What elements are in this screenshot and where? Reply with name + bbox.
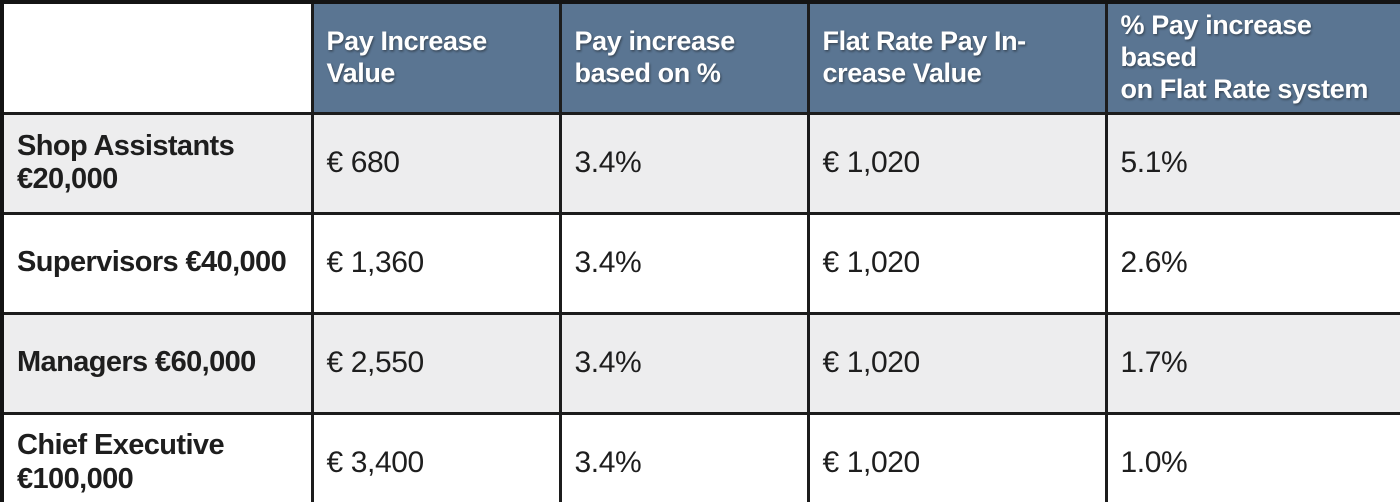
cell-pay-increase-value: € 3,400	[310, 411, 562, 502]
cell-pay-increase-percent: 3.4%	[558, 311, 810, 415]
table-row-managers: Managers €60,000 € 2,550 3.4% € 1,020 1.…	[0, 311, 1400, 415]
table-row-supervisors: Supervisors €40,000 € 1,360 3.4% € 1,020…	[0, 211, 1400, 315]
cell-pay-increase-value: € 1,360	[310, 211, 562, 315]
cell-pay-increase-percent: 3.4%	[558, 411, 810, 502]
cell-flat-rate-percent: 1.0%	[1104, 411, 1400, 502]
row-header-cell: Shop Assistants €20,000	[0, 111, 314, 215]
cell-flat-rate-value: € 1,020	[806, 211, 1108, 315]
col-header-flat-rate-value: Flat Rate Pay In- crease Value	[806, 0, 1108, 115]
cell-pay-increase-percent: 3.4%	[558, 211, 810, 315]
cell-pay-increase-percent: 3.4%	[558, 111, 810, 215]
cell-flat-rate-value: € 1,020	[806, 411, 1108, 502]
cell-flat-rate-value: € 1,020	[806, 311, 1108, 415]
col-header-pay-increase-percent: Pay increase based on %	[558, 0, 810, 115]
table-row-chief-executive: Chief Executive €100,000 € 3,400 3.4% € …	[0, 411, 1400, 502]
row-header-cell: Supervisors €40,000	[0, 211, 314, 315]
row-header-cell: Managers €60,000	[0, 311, 314, 415]
col-header-flat-rate-percent: % Pay increase based on Flat Rate system	[1104, 0, 1400, 115]
cell-flat-rate-percent: 5.1%	[1104, 111, 1400, 215]
header-row: Pay Increase Value Pay increase based on…	[0, 0, 1400, 115]
cell-pay-increase-value: € 2,550	[310, 311, 562, 415]
cell-flat-rate-percent: 2.6%	[1104, 211, 1400, 315]
table-row-shop-assistants: Shop Assistants €20,000 € 680 3.4% € 1,0…	[0, 111, 1400, 215]
row-header-cell: Chief Executive €100,000	[0, 411, 314, 502]
corner-cell	[0, 0, 314, 115]
cell-flat-rate-percent: 1.7%	[1104, 311, 1400, 415]
col-header-pay-increase-value: Pay Increase Value	[310, 0, 562, 115]
cell-pay-increase-value: € 680	[310, 111, 562, 215]
cell-flat-rate-value: € 1,020	[806, 111, 1108, 215]
